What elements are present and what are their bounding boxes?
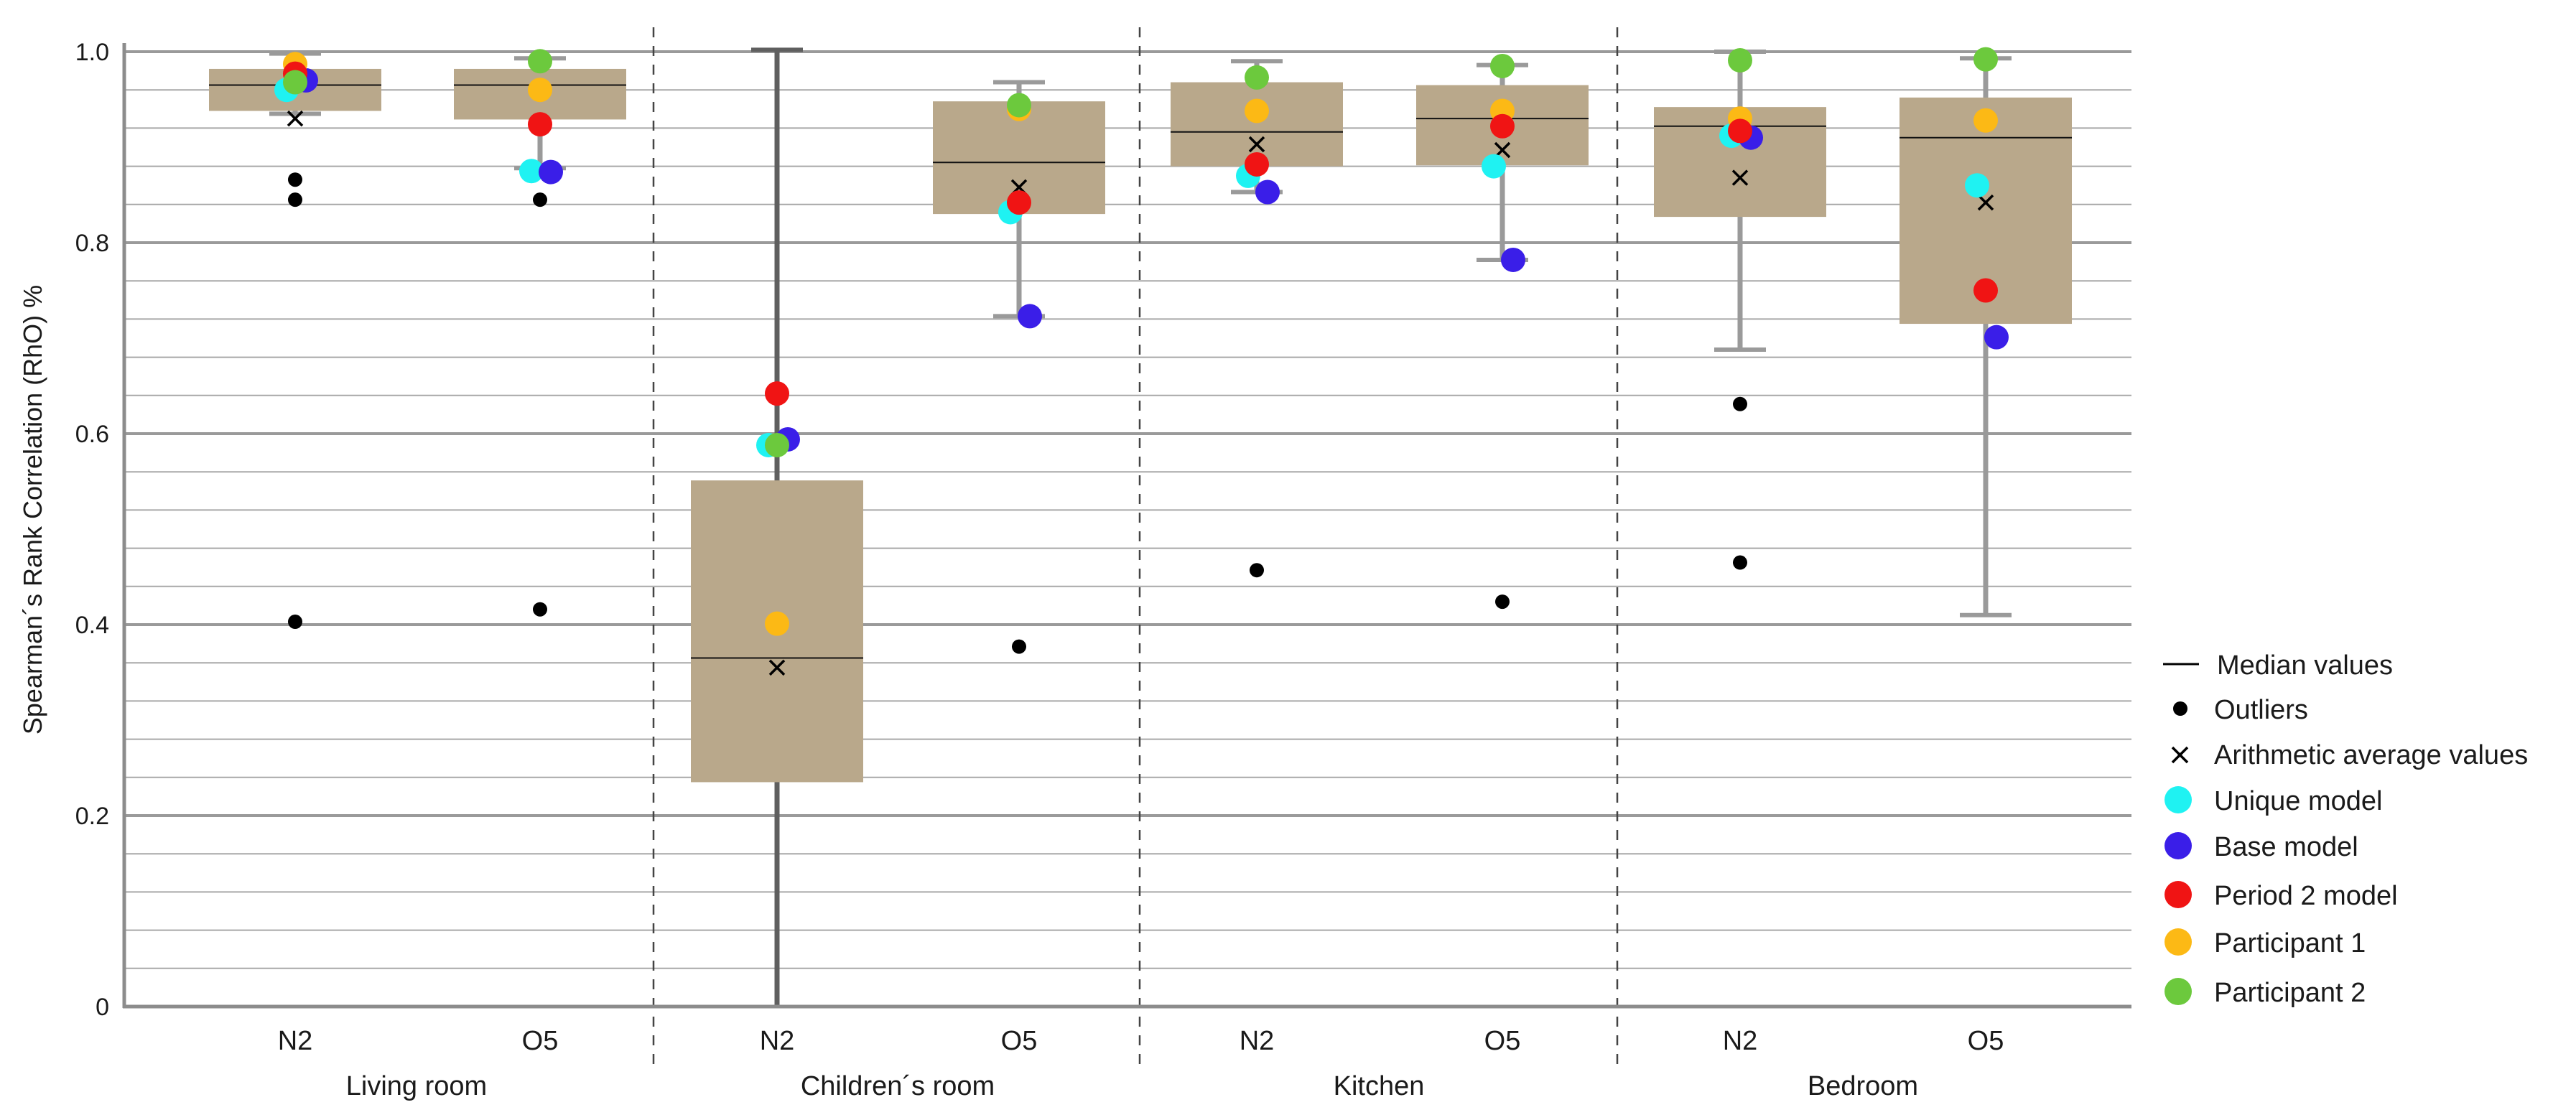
participant1-point (1973, 108, 1998, 133)
outlier-point (1495, 594, 1510, 610)
x-tick-label: N2 (760, 1026, 795, 1056)
points-box-6 (1482, 53, 1525, 272)
participant2-point (283, 70, 307, 95)
outlier-point (288, 615, 302, 630)
box-2 (454, 56, 626, 617)
x-tick-label: N2 (1240, 1026, 1275, 1056)
group-label: Kitchen (1334, 1071, 1425, 1101)
outlier-point (1012, 639, 1026, 654)
outlier-point (288, 192, 302, 207)
box-1 (209, 51, 381, 630)
legend-period2-swatch (2165, 881, 2192, 908)
base-point (1018, 304, 1042, 329)
participant2-point (765, 432, 789, 457)
legend-unique-swatch (2165, 786, 2192, 813)
legend-participant2-swatch (2165, 978, 2192, 1005)
box-4 (933, 80, 1105, 654)
base-point (1984, 325, 2009, 350)
y-tick-label: 0.4 (75, 612, 109, 639)
legend-median-label: Median values (2217, 650, 2393, 681)
period2-point (765, 381, 789, 406)
mean-marker (1248, 136, 1265, 153)
box-3 (691, 47, 863, 1007)
legend-period2-label: Period 2 model (2214, 881, 2398, 911)
model-points (274, 47, 2009, 636)
points-box-7 (1719, 47, 1763, 150)
y-tick-label: 0 (96, 994, 109, 1021)
base-point (539, 159, 563, 185)
x-tick-label: N2 (278, 1026, 313, 1056)
legend-base-swatch (2165, 832, 2192, 859)
participant1-point (528, 78, 552, 103)
unique-point (1482, 154, 1506, 179)
grid-lines (124, 50, 2131, 969)
x-tick-label: O5 (522, 1026, 559, 1056)
unique-point (1965, 173, 1989, 198)
points-box-8 (1965, 47, 2009, 350)
points-box-5 (1236, 65, 1280, 205)
axes: 0 0.2 0.4 0.6 0.8 1.0 N2 O5 N2 O5 N2 O5 N2 O5 Living r… (75, 39, 2131, 1101)
mean-marker (287, 110, 304, 127)
points-box-3 (756, 381, 800, 636)
outlier-point (288, 172, 302, 187)
legend-mean-label: Arithmetic average values (2214, 740, 2528, 770)
period2-point (1973, 278, 1998, 303)
y-tick-label: 0.2 (75, 803, 109, 830)
legend-participant1-swatch (2165, 928, 2192, 956)
period2-point (1728, 118, 1752, 144)
points-box-2 (519, 49, 563, 185)
x-tick-label: O5 (1001, 1026, 1038, 1056)
y-tick-label: 0.8 (75, 230, 109, 257)
legend-participant2-label: Participant 2 (2214, 978, 2366, 1008)
points-box-1 (274, 52, 318, 103)
x-tick-label: N2 (1723, 1026, 1758, 1056)
participant2-point (528, 49, 552, 74)
mean-marker (768, 659, 786, 676)
participant1-point (765, 611, 789, 636)
participant1-point (1245, 98, 1269, 123)
period2-point (528, 112, 552, 137)
legend-mean-swatch (2171, 746, 2189, 764)
base-point (1501, 247, 1525, 272)
unique-point (519, 159, 544, 184)
legend-unique-label: Unique model (2214, 786, 2382, 816)
participant2-point (1490, 53, 1515, 78)
mean-marker (1977, 194, 1994, 211)
participant2-point (1728, 47, 1752, 73)
legend-outliers-swatch (2173, 701, 2187, 716)
group-label: Bedroom (1808, 1071, 1918, 1101)
legend-outliers-label: Outliers (2214, 695, 2308, 725)
x-tick-label: O5 (1968, 1026, 2004, 1056)
points-box-4 (998, 93, 1042, 329)
outlier-point (533, 192, 547, 207)
legend: Median values Outliers Arithmetic averag… (2163, 650, 2528, 1008)
mean-marker (1731, 169, 1749, 186)
outlier-point (1250, 563, 1264, 578)
y-axis-title: Spearman´s Rank Correlation (RhO) % (18, 285, 47, 734)
participant2-point (1007, 93, 1031, 118)
outlier-point (1733, 555, 1747, 570)
period2-point (1245, 151, 1269, 177)
group-separators (652, 27, 1619, 1070)
period2-point (1007, 190, 1031, 215)
boxes (209, 47, 2072, 1007)
legend-base-label: Base model (2214, 832, 2358, 862)
group-label: Living room (346, 1071, 487, 1101)
group-label: Children´s room (801, 1071, 995, 1101)
outlier-point (1733, 396, 1747, 411)
box-6 (1416, 62, 1589, 610)
participant2-point (1245, 65, 1269, 90)
y-tick-label: 0.6 (75, 421, 109, 448)
participant2-point (1973, 47, 1998, 72)
x-tick-label: O5 (1484, 1026, 1521, 1056)
legend-participant1-label: Participant 1 (2214, 928, 2366, 958)
outlier-point (533, 602, 547, 617)
y-tick-label: 1.0 (75, 39, 109, 66)
period2-point (1490, 113, 1515, 139)
base-point (1255, 179, 1280, 205)
